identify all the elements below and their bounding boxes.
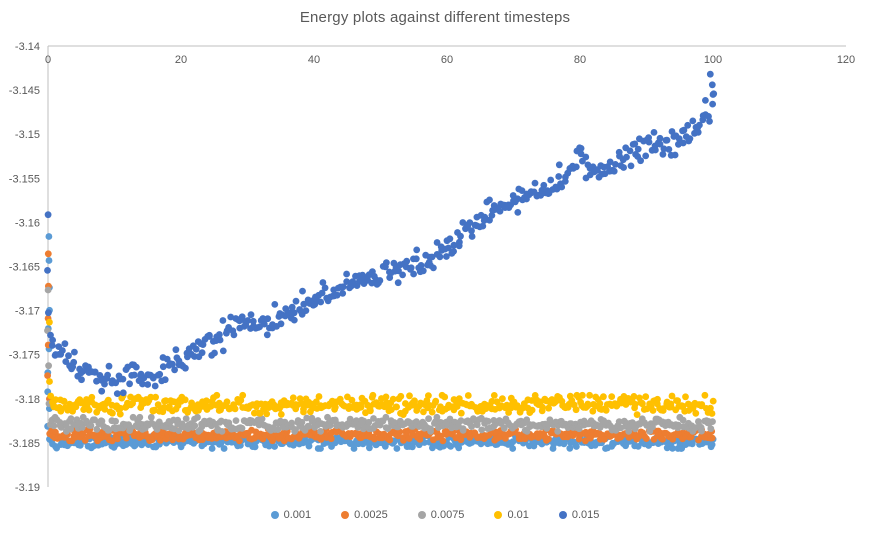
legend-item-0.0025[interactable]: 0.0025: [341, 508, 388, 521]
legend-swatch-icon: [270, 511, 279, 519]
legend-label: 0.001: [283, 508, 312, 521]
y-tick-label: -3.16: [15, 217, 40, 229]
y-tick-label: -3.14: [15, 41, 40, 53]
x-tick-label: 0: [45, 54, 51, 66]
chart-title: Energy plots against different timesteps: [299, 9, 571, 26]
x-tick-label: 80: [574, 54, 586, 66]
y-tick-label: -3.165: [9, 262, 40, 274]
legend: 0.001 0.0025 0.0075 0.01 0.015: [0, 504, 870, 526]
x-tick-label: 60: [441, 54, 453, 66]
legend-item-0.0075[interactable]: 0.0075: [417, 508, 465, 521]
y-tick-label: -3.155: [9, 173, 40, 185]
legend-swatch-icon: [341, 511, 350, 519]
series-0.015: [44, 70, 718, 397]
y-tick-label: -3.15: [15, 129, 40, 141]
legend-label: 0.0025: [354, 508, 388, 521]
y-tick-label: -3.17: [15, 306, 40, 318]
y-tick-label: -3.175: [9, 350, 40, 362]
legend-swatch-icon: [417, 511, 426, 519]
legend-swatch-icon: [558, 511, 567, 519]
x-tick-label: 100: [704, 54, 722, 66]
series-0.01: [46, 318, 717, 418]
legend-item-0.015[interactable]: 0.015: [558, 508, 600, 521]
series-0.0075: [44, 286, 716, 435]
legend-item-0.01[interactable]: 0.01: [494, 508, 529, 521]
y-tick-label: -3.19: [15, 482, 40, 494]
legend-swatch-icon: [494, 511, 503, 519]
legend-label: 0.01: [507, 508, 529, 521]
y-tick-label: -3.185: [9, 438, 40, 450]
y-tick-label: -3.18: [15, 394, 40, 406]
legend-label: 0.015: [571, 508, 600, 521]
legend-label: 0.0075: [430, 508, 465, 521]
y-tick-label: -3.145: [9, 85, 40, 97]
legend-item-0.001[interactable]: 0.001: [270, 508, 312, 521]
x-tick-label: 20: [175, 54, 187, 66]
x-tick-label: 120: [837, 54, 855, 66]
x-tick-label: 40: [308, 54, 320, 66]
